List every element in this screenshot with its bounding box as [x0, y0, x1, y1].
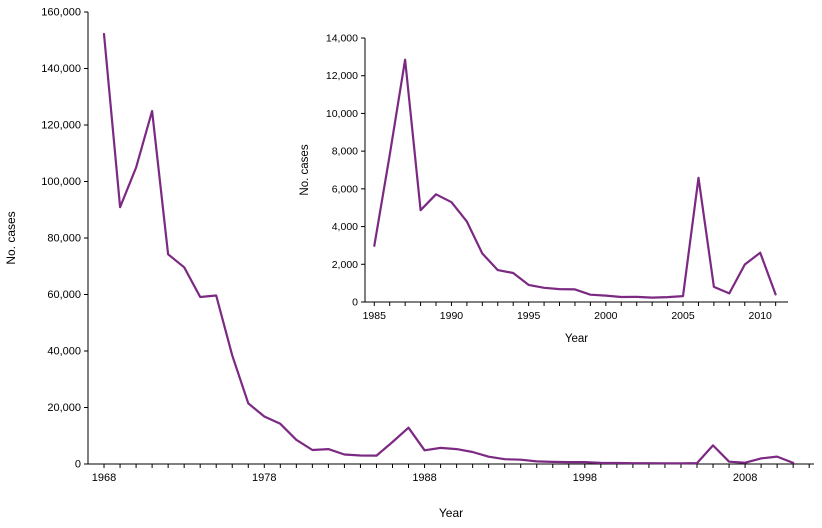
y-tick-label: 0	[352, 297, 358, 309]
x-tick-label: 2008	[733, 472, 757, 484]
x-axis-title: Year	[565, 333, 588, 345]
y-tick-label: 40,000	[47, 346, 81, 358]
x-tick-label: 1968	[92, 472, 116, 484]
x-tick-label: 1988	[412, 472, 436, 484]
y-tick-label: 2,000	[332, 259, 358, 271]
y-tick-label: 4,000	[332, 221, 358, 233]
y-tick-label: 10,000	[326, 108, 358, 120]
y-tick-label: 60,000	[47, 289, 81, 301]
x-tick-label: 1978	[252, 472, 276, 484]
y-axis-title: No. cases	[299, 144, 311, 195]
x-tick-label: 2010	[749, 310, 773, 322]
x-tick-label: 1998	[573, 472, 597, 484]
data-line	[102, 32, 795, 465]
y-tick-label: 20,000	[47, 402, 81, 414]
y-tick-label: 80,000	[47, 233, 81, 245]
y-tick-label: 100,000	[41, 176, 81, 188]
y-tick-label: 140,000	[41, 63, 81, 75]
y-axis-title: No. cases	[4, 211, 18, 264]
y-tick-label: 12,000	[326, 70, 358, 82]
data-line	[373, 58, 777, 299]
y-tick-label: 14,000	[326, 33, 358, 45]
y-tick-label: 120,000	[41, 120, 81, 132]
x-tick-label: 1990	[440, 310, 464, 322]
x-tick-label: 2000	[594, 310, 618, 322]
x-tick-label: 2005	[671, 310, 695, 322]
x-tick-label: 1985	[363, 310, 387, 322]
y-tick-label: 160,000	[41, 7, 81, 19]
x-tick-label: 1995	[517, 310, 541, 322]
y-tick-label: 0	[75, 459, 81, 471]
y-tick-label: 6,000	[332, 183, 358, 195]
x-axis-title: Year	[439, 506, 463, 520]
y-tick-label: 8,000	[332, 146, 358, 158]
inset-chart: 0 2,000 4,000 6,000 8,000 10,000 12,000 14,000 1…	[299, 33, 788, 345]
